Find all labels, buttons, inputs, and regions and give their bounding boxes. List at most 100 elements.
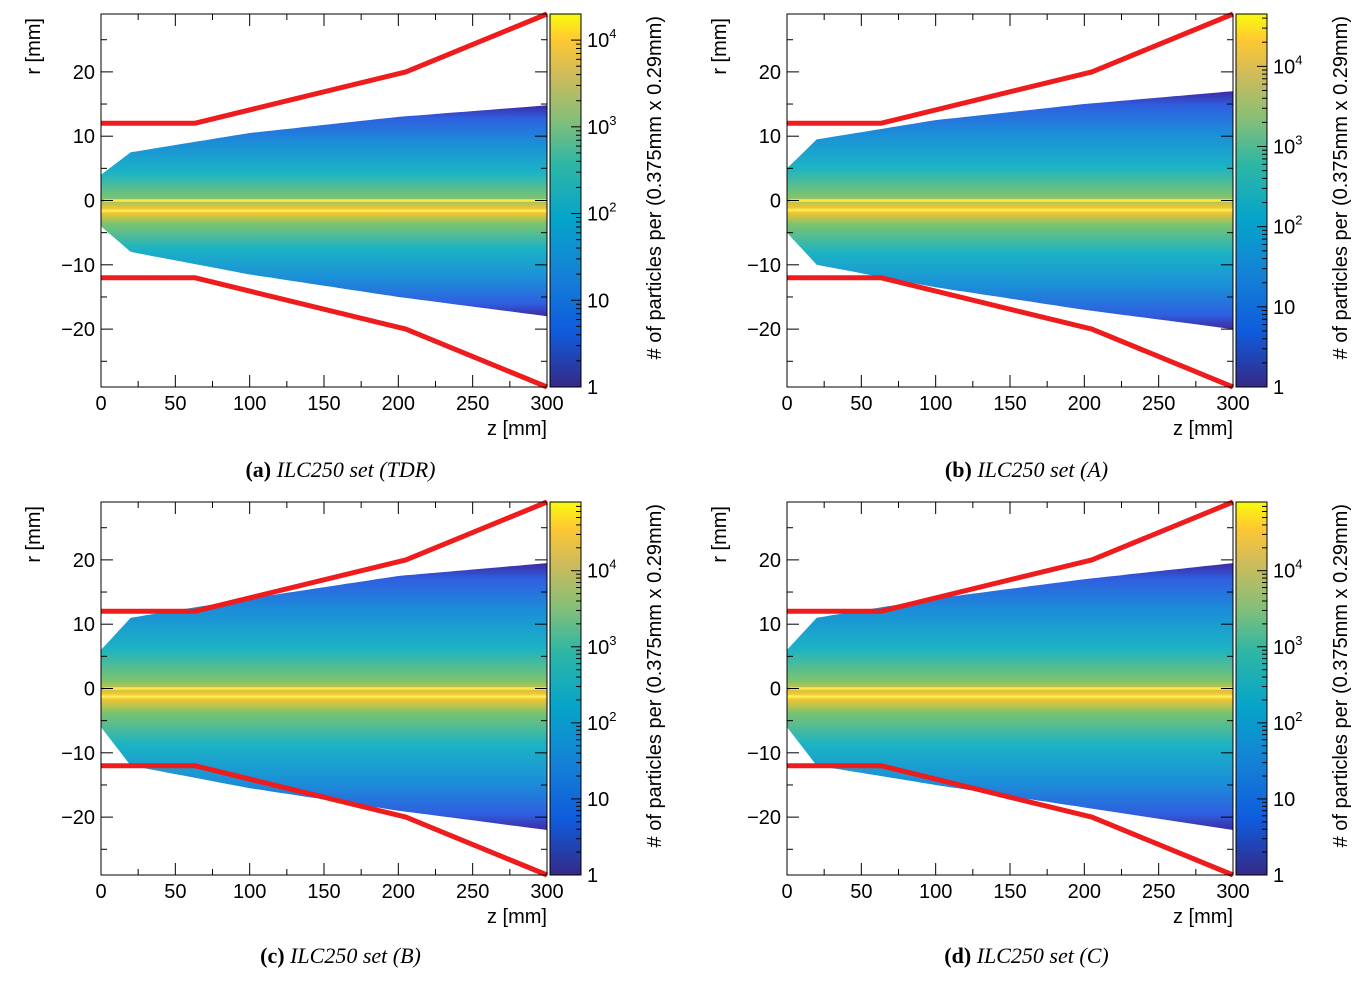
envelope-upper: [101, 11, 548, 126]
y-tick-label: −20: [747, 319, 781, 341]
x-tick-label: 200: [382, 881, 415, 903]
y-axis-label: r [mm]: [23, 18, 45, 75]
beam-distribution: [101, 105, 547, 317]
y-tick-label: −20: [61, 807, 95, 829]
y-tick-label: 0: [770, 679, 781, 701]
y-tick-label: 10: [759, 126, 781, 148]
caption-d: (d) ILC250 set (C): [686, 943, 1363, 969]
envelope-lower: [101, 763, 548, 878]
x-tick-label: 200: [1068, 393, 1101, 415]
colorbar: [549, 501, 582, 876]
envelope-lower: [101, 275, 548, 390]
y-tick-label: 10: [73, 614, 95, 636]
colorbar: [1235, 501, 1268, 876]
x-tick-label: 150: [993, 881, 1026, 903]
colorbar-tick-label: 104: [1273, 52, 1302, 78]
caption-a-text: ILC250 set (TDR): [276, 457, 436, 482]
colorbar-tick-label: 104: [1273, 557, 1302, 583]
heatmap-d: 0 50 100 150 200 250 300 −20 −10 0 10 20 z [mm] r [mm…: [709, 499, 1352, 928]
y-tick-label: −10: [747, 255, 781, 277]
x-tick-label: 100: [919, 881, 952, 903]
colorbar-tick-label: 103: [587, 113, 616, 139]
y-tick-label: −20: [747, 807, 781, 829]
x-tick-label: 300: [530, 881, 563, 903]
heatmap-c: 0 50 100 150 200 250 300 −20 −10 0 10 20 z [mm] r [mm…: [23, 499, 666, 928]
x-tick-label: 200: [1068, 881, 1101, 903]
panel-d: 0 50 100 150 200 250 300 −20 −10 0 10 20 z [mm] r [mm…: [686, 488, 1363, 973]
x-axis-label: z [mm]: [1173, 418, 1233, 440]
x-tick-label: 150: [307, 393, 340, 415]
x-tick-label: 50: [850, 881, 872, 903]
x-tick-label: 200: [382, 393, 415, 415]
x-tick-label: 100: [233, 393, 266, 415]
x-tick-label: 50: [164, 393, 186, 415]
y-tick-label: 0: [84, 191, 95, 213]
caption-c-text: ILC250 set (B): [290, 943, 421, 968]
caption-b-label: (b): [944, 457, 972, 482]
x-axis-label: z [mm]: [487, 418, 547, 440]
y-tick-label: 20: [73, 62, 95, 84]
colorbar-tick-label: 102: [587, 709, 616, 735]
beam-distribution: [101, 563, 547, 830]
colorbar-tick-label: 1: [1273, 865, 1284, 887]
y-axis-label: r [mm]: [709, 506, 731, 563]
colorbar-tick-label: 102: [1273, 709, 1302, 735]
y-tick-label: −10: [747, 743, 781, 765]
caption-b-text: ILC250 set (A): [977, 457, 1109, 482]
x-tick-label: 0: [95, 393, 106, 415]
y-tick-label: 0: [84, 679, 95, 701]
beam-distribution: [787, 91, 1233, 330]
colorbar-label: # of particles per (0.375mm x 0.29mm): [1330, 504, 1352, 847]
envelope-lower: [787, 763, 1234, 878]
envelope-lower: [787, 275, 1234, 390]
colorbar-tick-label: 102: [1273, 213, 1302, 239]
caption-b: (b) ILC250 set (A): [686, 457, 1363, 483]
envelope-upper: [787, 11, 1234, 126]
colorbar: [549, 13, 582, 388]
y-tick-label: 20: [73, 550, 95, 572]
colorbar-label: # of particles per (0.375mm x 0.29mm): [1330, 16, 1352, 359]
caption-c-label: (c): [260, 943, 285, 968]
x-tick-label: 300: [1216, 393, 1249, 415]
y-axis-label: r [mm]: [23, 506, 45, 563]
y-axis-label: r [mm]: [709, 18, 731, 75]
panel-b: 0 50 100 150 200 250 300 −20 −10 0 10 20 z [mm] r [mm…: [686, 0, 1363, 485]
x-tick-label: 250: [1142, 881, 1175, 903]
x-tick-label: 0: [781, 881, 792, 903]
caption-d-text: ILC250 set (C): [976, 943, 1109, 968]
colorbar: [1235, 13, 1268, 388]
panel-a: 0 50 100 150 200 250 300 −20 −10 0 10 20 z [mm] r [mm…: [0, 0, 681, 485]
colorbar-tick-label: 1: [587, 865, 598, 887]
y-tick-label: 20: [759, 550, 781, 572]
y-tick-label: −10: [61, 743, 95, 765]
colorbar-tick-label: 10: [587, 789, 609, 811]
y-tick-label: −20: [61, 319, 95, 341]
colorbar-tick-label: 104: [587, 26, 616, 52]
caption-d-label: (d): [944, 943, 972, 968]
envelope-upper: [787, 499, 1234, 614]
x-tick-label: 0: [781, 393, 792, 415]
x-axis-label: z [mm]: [487, 906, 547, 928]
heatmap-a: 0 50 100 150 200 250 300 −20 −10 0 10 20 z [mm] r [mm…: [23, 11, 666, 440]
caption-a-label: (a): [245, 457, 272, 482]
colorbar-tick-label: 10: [1273, 297, 1295, 319]
x-tick-label: 100: [233, 881, 266, 903]
x-tick-label: 300: [1216, 881, 1249, 903]
panel-c: 0 50 100 150 200 250 300 −20 −10 0 10 20 z [mm] r [mm…: [0, 488, 681, 973]
x-tick-label: 250: [456, 881, 489, 903]
x-tick-label: 150: [993, 393, 1026, 415]
colorbar-tick-label: 103: [587, 633, 616, 659]
x-tick-label: 0: [95, 881, 106, 903]
colorbar-tick-label: 103: [1273, 633, 1302, 659]
beam-distribution: [787, 563, 1233, 830]
x-tick-label: 150: [307, 881, 340, 903]
colorbar-label: # of particles per (0.375mm x 0.29mm): [644, 16, 666, 359]
colorbar-label: # of particles per (0.375mm x 0.29mm): [644, 504, 666, 847]
y-tick-label: 10: [759, 614, 781, 636]
envelope-upper: [101, 499, 548, 614]
y-tick-label: −10: [61, 255, 95, 277]
x-tick-label: 50: [850, 393, 872, 415]
colorbar-tick-label: 104: [587, 557, 616, 583]
colorbar-tick-label: 103: [1273, 133, 1302, 159]
x-axis-label: z [mm]: [1173, 906, 1233, 928]
